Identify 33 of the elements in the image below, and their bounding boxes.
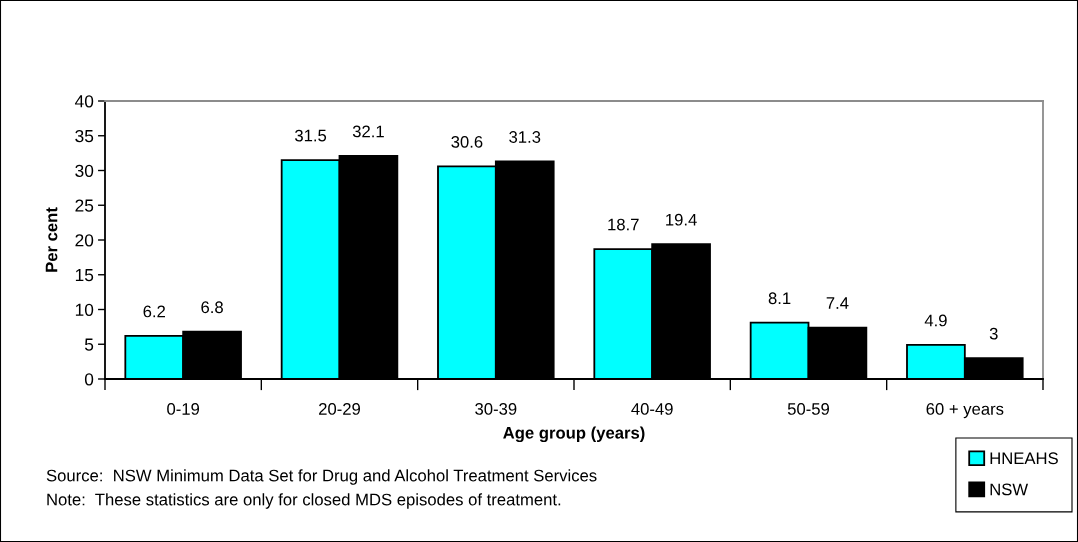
data-label: 18.7 <box>608 218 639 231</box>
data-label: 4.9 <box>924 314 947 327</box>
x-axis-title: Age group (years) <box>503 426 645 443</box>
legend-label: NSW <box>990 483 1029 496</box>
data-label: 32.1 <box>352 125 384 138</box>
x-tick-label: 0-19 <box>167 403 200 415</box>
y-tick-label: 5 <box>84 338 94 351</box>
x-tick-label: 60 + years <box>926 403 1004 419</box>
data-label: 31.5 <box>295 129 327 142</box>
data-label: 6.8 <box>201 301 223 314</box>
x-tick-label: 40-49 <box>631 403 673 415</box>
data-label: 7.4 <box>826 297 849 309</box>
y-tick-label: 35 <box>75 129 94 143</box>
y-tick-label: 40 <box>74 95 94 108</box>
data-label: 3 <box>989 327 998 340</box>
text: Note: These statistics are only for closed MDS episodes of treatment. <box>47 493 561 509</box>
x-tick-label: 20-29 <box>319 403 361 415</box>
x-tick-label: 30-39 <box>475 403 517 415</box>
y-tick-label: 20 <box>75 234 94 247</box>
y-axis-title: Per cent <box>45 207 58 272</box>
data-label: 6.2 <box>143 305 165 318</box>
y-tick-label: 0 <box>84 373 94 386</box>
y-tick-label: 30 <box>75 164 94 177</box>
x-tick-label: 50-59 <box>787 403 830 415</box>
data-label: 31.3 <box>509 131 541 143</box>
y-tick-label: 10 <box>75 303 94 316</box>
data-label: 19.4 <box>666 213 697 226</box>
legend-label: HNEAHS <box>990 452 1058 465</box>
data-label: 8.1 <box>768 292 791 305</box>
y-tick-label: 25 <box>75 199 94 212</box>
y-tick-label: 15 <box>75 269 94 282</box>
source-note: Source: NSW Minimum Data Set for Drug and Alcohol Treatment Services <box>46 469 597 485</box>
data-label: 30.6 <box>451 135 483 148</box>
